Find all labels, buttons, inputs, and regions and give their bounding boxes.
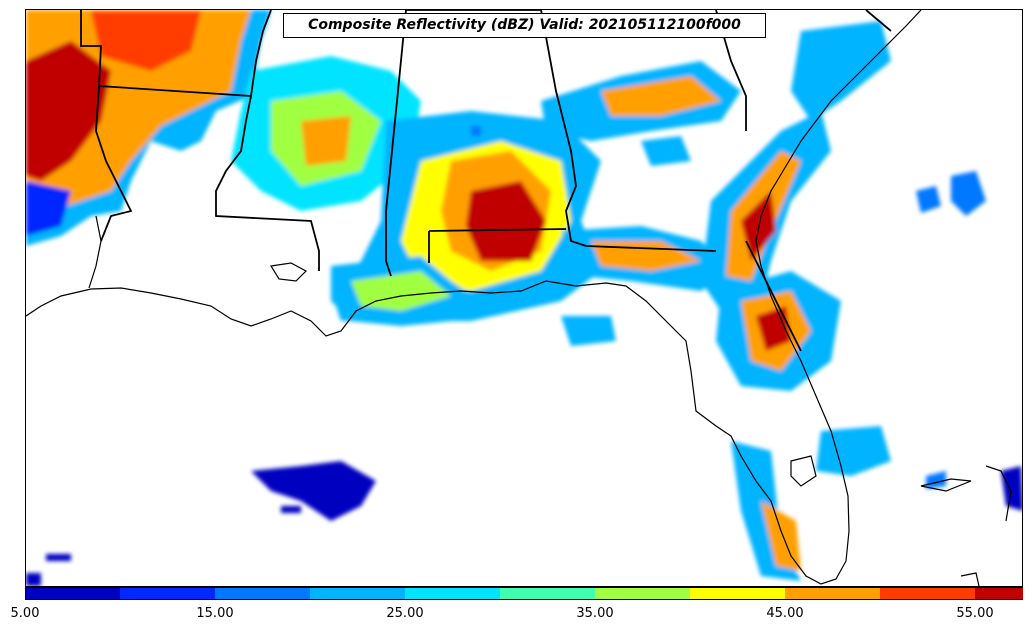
map-canvas	[26, 10, 1022, 586]
colorbar-bin	[25, 587, 121, 600]
colorbar-bin	[500, 587, 596, 600]
echo-gulf-patch	[251, 461, 376, 521]
colorbar-bin	[120, 587, 216, 600]
colorbar-bin	[595, 587, 691, 600]
echo-alabama-heavy	[466, 181, 546, 261]
colorbar-tick-label: 15.00	[196, 606, 234, 621]
echo-south-florida-east	[816, 426, 891, 476]
colorbar-bin	[405, 587, 501, 600]
colorbar-bin	[690, 587, 786, 600]
colorbar-bin	[310, 587, 406, 600]
map-title: Composite Reflectivity (dBZ) Valid: 2021…	[283, 13, 766, 38]
colorbar-tick-label: 25.00	[386, 606, 424, 621]
colorbar-bin	[975, 587, 1023, 600]
reflectivity-echoes	[26, 10, 1022, 586]
colorbar-tick-label: 45.00	[766, 606, 804, 621]
colorbar	[25, 587, 1023, 600]
colorbar-tick-label: 35.00	[576, 606, 614, 621]
colorbar-bin	[880, 587, 976, 600]
colorbar-bin	[215, 587, 311, 600]
colorbar-bin	[785, 587, 881, 600]
coastline	[26, 10, 1012, 586]
colorbar-tick-label: 5.00	[10, 606, 40, 621]
colorbar-tick-label: 55.00	[956, 606, 994, 621]
echo-texas-heavy	[26, 41, 111, 181]
radar-map	[25, 9, 1023, 587]
